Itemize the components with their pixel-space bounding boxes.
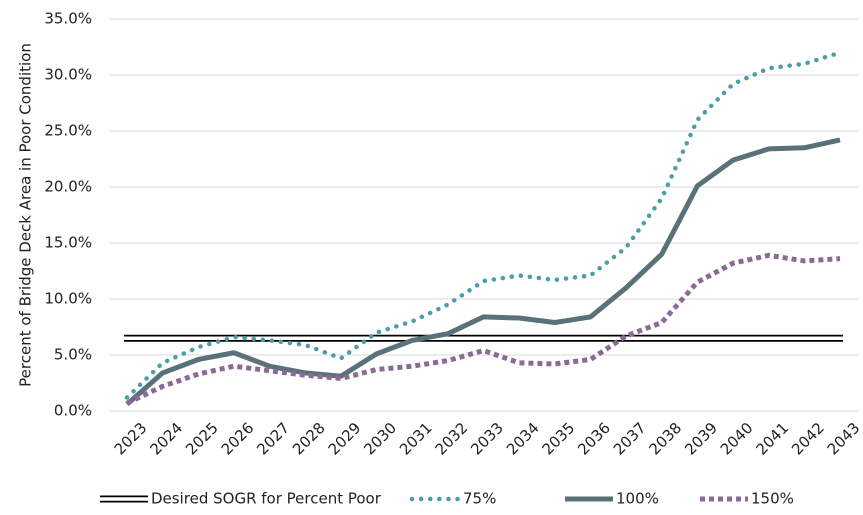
x-tick-label: 2029	[325, 419, 365, 459]
y-tick-label: 35.0%	[44, 10, 92, 28]
x-tick-label: 2023	[111, 419, 151, 459]
x-tick-label: 2028	[289, 419, 329, 459]
y-tick-label: 5.0%	[54, 346, 92, 364]
legend-item: 100%	[565, 490, 659, 508]
legend-label: 100%	[616, 490, 659, 508]
series	[125, 137, 841, 407]
line	[125, 137, 841, 407]
legend-label: 75%	[463, 490, 496, 508]
y-tick-label: 30.0%	[44, 66, 92, 84]
x-tick-label: 2031	[396, 419, 436, 459]
x-tick-label: 2042	[788, 419, 828, 459]
legend-item: 150%	[700, 490, 794, 508]
x-tick-label: 2024	[146, 419, 186, 459]
x-tick-label: 2041	[752, 419, 792, 459]
x-tick-label: 2033	[467, 419, 507, 459]
x-tick-label: 2030	[360, 419, 400, 459]
y-tick-label: 0.0%	[54, 402, 92, 420]
y-tick-label: 20.0%	[44, 178, 92, 196]
series	[125, 252, 841, 406]
x-tick-label: 2034	[503, 419, 543, 459]
series	[124, 50, 843, 400]
x-tick-label: 2037	[610, 419, 650, 459]
x-tick-label: 2043	[824, 419, 863, 459]
x-tick-label: 2036	[574, 419, 614, 459]
line	[125, 252, 841, 406]
x-tick-label: 2040	[717, 419, 757, 459]
legend-label: 150%	[751, 490, 794, 508]
x-tick-label: 2026	[218, 419, 258, 459]
x-tick-label: 2032	[432, 419, 472, 459]
y-tick-label: 25.0%	[44, 122, 92, 140]
y-axis-label: Percent of Bridge Deck Area in Poor Cond…	[17, 43, 35, 387]
x-tick-label: 2035	[539, 419, 579, 459]
x-tick-label: 2025	[182, 419, 222, 459]
y-tick-label: 10.0%	[44, 290, 92, 308]
legend-item: Desired SOGR for Percent Poor	[100, 490, 382, 508]
legend-item: 75%	[409, 490, 496, 508]
x-tick-label: 2038	[646, 419, 686, 459]
x-tick-label: 2039	[681, 419, 721, 459]
x-tick-label: 2027	[253, 419, 293, 459]
legend-label: Desired SOGR for Percent Poor	[151, 490, 382, 508]
line	[124, 50, 843, 400]
y-tick-label: 15.0%	[44, 234, 92, 252]
